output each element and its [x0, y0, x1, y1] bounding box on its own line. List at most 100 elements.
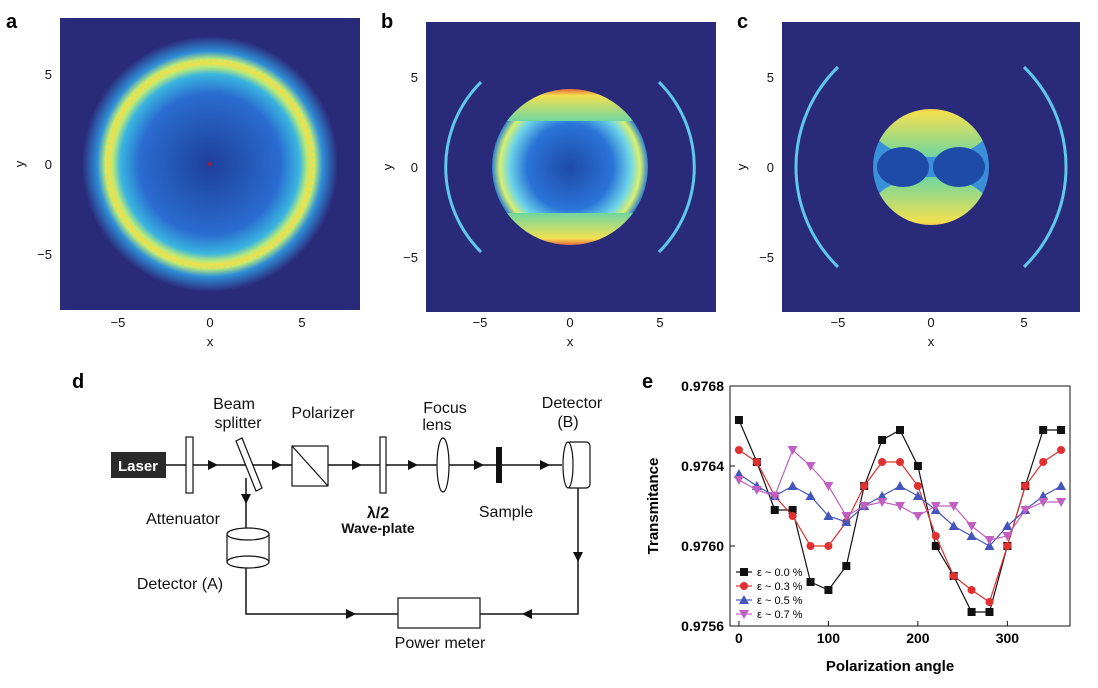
- xtick-a-3: 5: [298, 315, 305, 330]
- data-point: [1057, 446, 1066, 454]
- ytick-c-1: 5: [767, 70, 774, 85]
- panel-label-d: d: [72, 371, 84, 393]
- xtick-b-1: −5: [473, 315, 488, 330]
- data-point: [788, 512, 797, 520]
- data-point: [913, 482, 922, 490]
- panel-d: d Laser Attenuator Beam splitter Polariz…: [72, 371, 603, 652]
- x-tick-label: 0: [735, 630, 743, 646]
- waveplate-label-1: λ/2: [367, 505, 389, 522]
- panel-e: e 0 100 200 300 0.9768 0.9764 0.9760 0.9756 ε ~…: [642, 371, 1071, 675]
- detector-b-cable: [480, 488, 579, 615]
- legend-marker: [740, 582, 748, 590]
- panel-label-c: c: [737, 11, 748, 33]
- legend-label: ε ~ 0.0 %: [757, 567, 803, 579]
- data-point: [896, 426, 904, 434]
- power-meter-label: Power meter: [395, 635, 486, 652]
- ytick-b-3: −5: [403, 250, 418, 265]
- xtick-a-2: 0: [206, 315, 213, 330]
- data-point: [824, 542, 833, 550]
- central-disk-b: [492, 89, 648, 245]
- data-point: [896, 458, 904, 466]
- ylabel-a: y: [12, 160, 27, 167]
- data-point: [948, 502, 959, 511]
- ytick-b-2: 0: [411, 160, 418, 175]
- waveplate-label-2: Wave-plate: [341, 520, 415, 536]
- data-point: [787, 481, 798, 490]
- legend-label: ε ~ 0.7 %: [757, 609, 803, 621]
- data-point: [1002, 521, 1013, 530]
- xlabel-a: x: [207, 334, 214, 349]
- data-point: [1021, 482, 1030, 490]
- laser-box: [111, 452, 166, 478]
- legend-e: ε ~ 0.0 % ε ~ 0.3 % ε ~ 0.5 % ε ~ 0.7 %: [736, 567, 803, 621]
- ytick-c-3: −5: [759, 250, 774, 265]
- data-point: [806, 542, 815, 550]
- xtick-c-2: 0: [927, 315, 934, 330]
- y-tick-label: 0.9768: [681, 378, 724, 394]
- data-point: [859, 502, 870, 511]
- data-point: [895, 481, 905, 490]
- left-lobe-c: [877, 147, 929, 187]
- xtick-c-3: 5: [1020, 315, 1027, 330]
- data-point: [823, 482, 834, 491]
- data-point: [949, 572, 958, 580]
- data-point: [733, 469, 744, 478]
- y-tick-label: 0.9756: [681, 618, 724, 634]
- power-meter-box: [397, 597, 481, 629]
- data-point: [966, 522, 977, 531]
- ring-peak-a: [105, 59, 315, 269]
- data-point: [948, 521, 959, 530]
- legend-label: ε ~ 0.5 %: [757, 595, 803, 607]
- panel-a: a −5 0 5 x 5 0 −5 y: [6, 11, 360, 349]
- data-point: [913, 462, 922, 470]
- data-point: [931, 542, 940, 550]
- e-ylabel: Transmitance: [645, 458, 662, 555]
- data-point: [1038, 491, 1049, 500]
- data-point: [806, 578, 815, 586]
- sample-plate: [496, 447, 502, 483]
- focus-lens: [436, 437, 450, 493]
- beam-arrows: [208, 460, 550, 470]
- data-point: [877, 498, 888, 507]
- panel-label-e: e: [642, 371, 653, 393]
- xtick-b-3: 5: [656, 315, 663, 330]
- ylabel-c: y: [734, 163, 749, 170]
- beam-splitter: [235, 437, 263, 492]
- ytick-a-2: 0: [45, 157, 52, 172]
- center-dot-a: [208, 162, 212, 166]
- data-point: [841, 512, 852, 521]
- data-point: [841, 517, 852, 526]
- polarizer-label: Polarizer: [291, 405, 355, 422]
- data-point: [751, 486, 762, 495]
- panel-label-b: b: [381, 11, 393, 33]
- detector-a-label: Detector (A): [137, 576, 223, 593]
- beam-splitter-label-1: Beam: [213, 396, 255, 413]
- data-point: [1057, 426, 1066, 434]
- data-point: [1039, 426, 1048, 434]
- data-point: [842, 562, 851, 570]
- outer-arc-right-c: [1022, 65, 1068, 269]
- data-point: [769, 492, 780, 501]
- data-point: [985, 598, 994, 606]
- outer-arc-right-b: [657, 80, 696, 254]
- data-point: [877, 491, 888, 500]
- data-point: [824, 586, 833, 594]
- y-tick-label: 0.9760: [681, 538, 724, 554]
- legend-marker: [740, 568, 748, 576]
- panel-c: c −5 0 5 x 5 0 −5 y: [734, 11, 1080, 349]
- detector-b-label-1: Detector: [542, 395, 603, 412]
- data-point: [984, 541, 995, 550]
- right-lobe-c: [933, 147, 985, 187]
- data-point: [985, 608, 994, 616]
- data-point: [787, 446, 798, 455]
- axis-ticks-e: 0 100 200 300 0.9768 0.9764 0.9760 0.9756: [681, 378, 1019, 646]
- data-point: [733, 476, 744, 485]
- detector-a-cable: [245, 568, 398, 615]
- data-point: [895, 502, 905, 511]
- data-point: [912, 512, 923, 521]
- e-xlabel: Polarization angle: [826, 658, 954, 675]
- outer-arc-left-c: [794, 65, 840, 269]
- data-point: [1020, 506, 1031, 515]
- data-point: [878, 436, 887, 444]
